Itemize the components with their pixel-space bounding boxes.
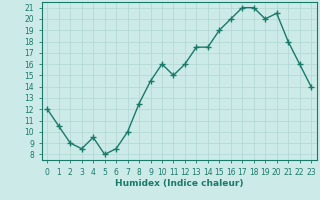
X-axis label: Humidex (Indice chaleur): Humidex (Indice chaleur) — [115, 179, 244, 188]
